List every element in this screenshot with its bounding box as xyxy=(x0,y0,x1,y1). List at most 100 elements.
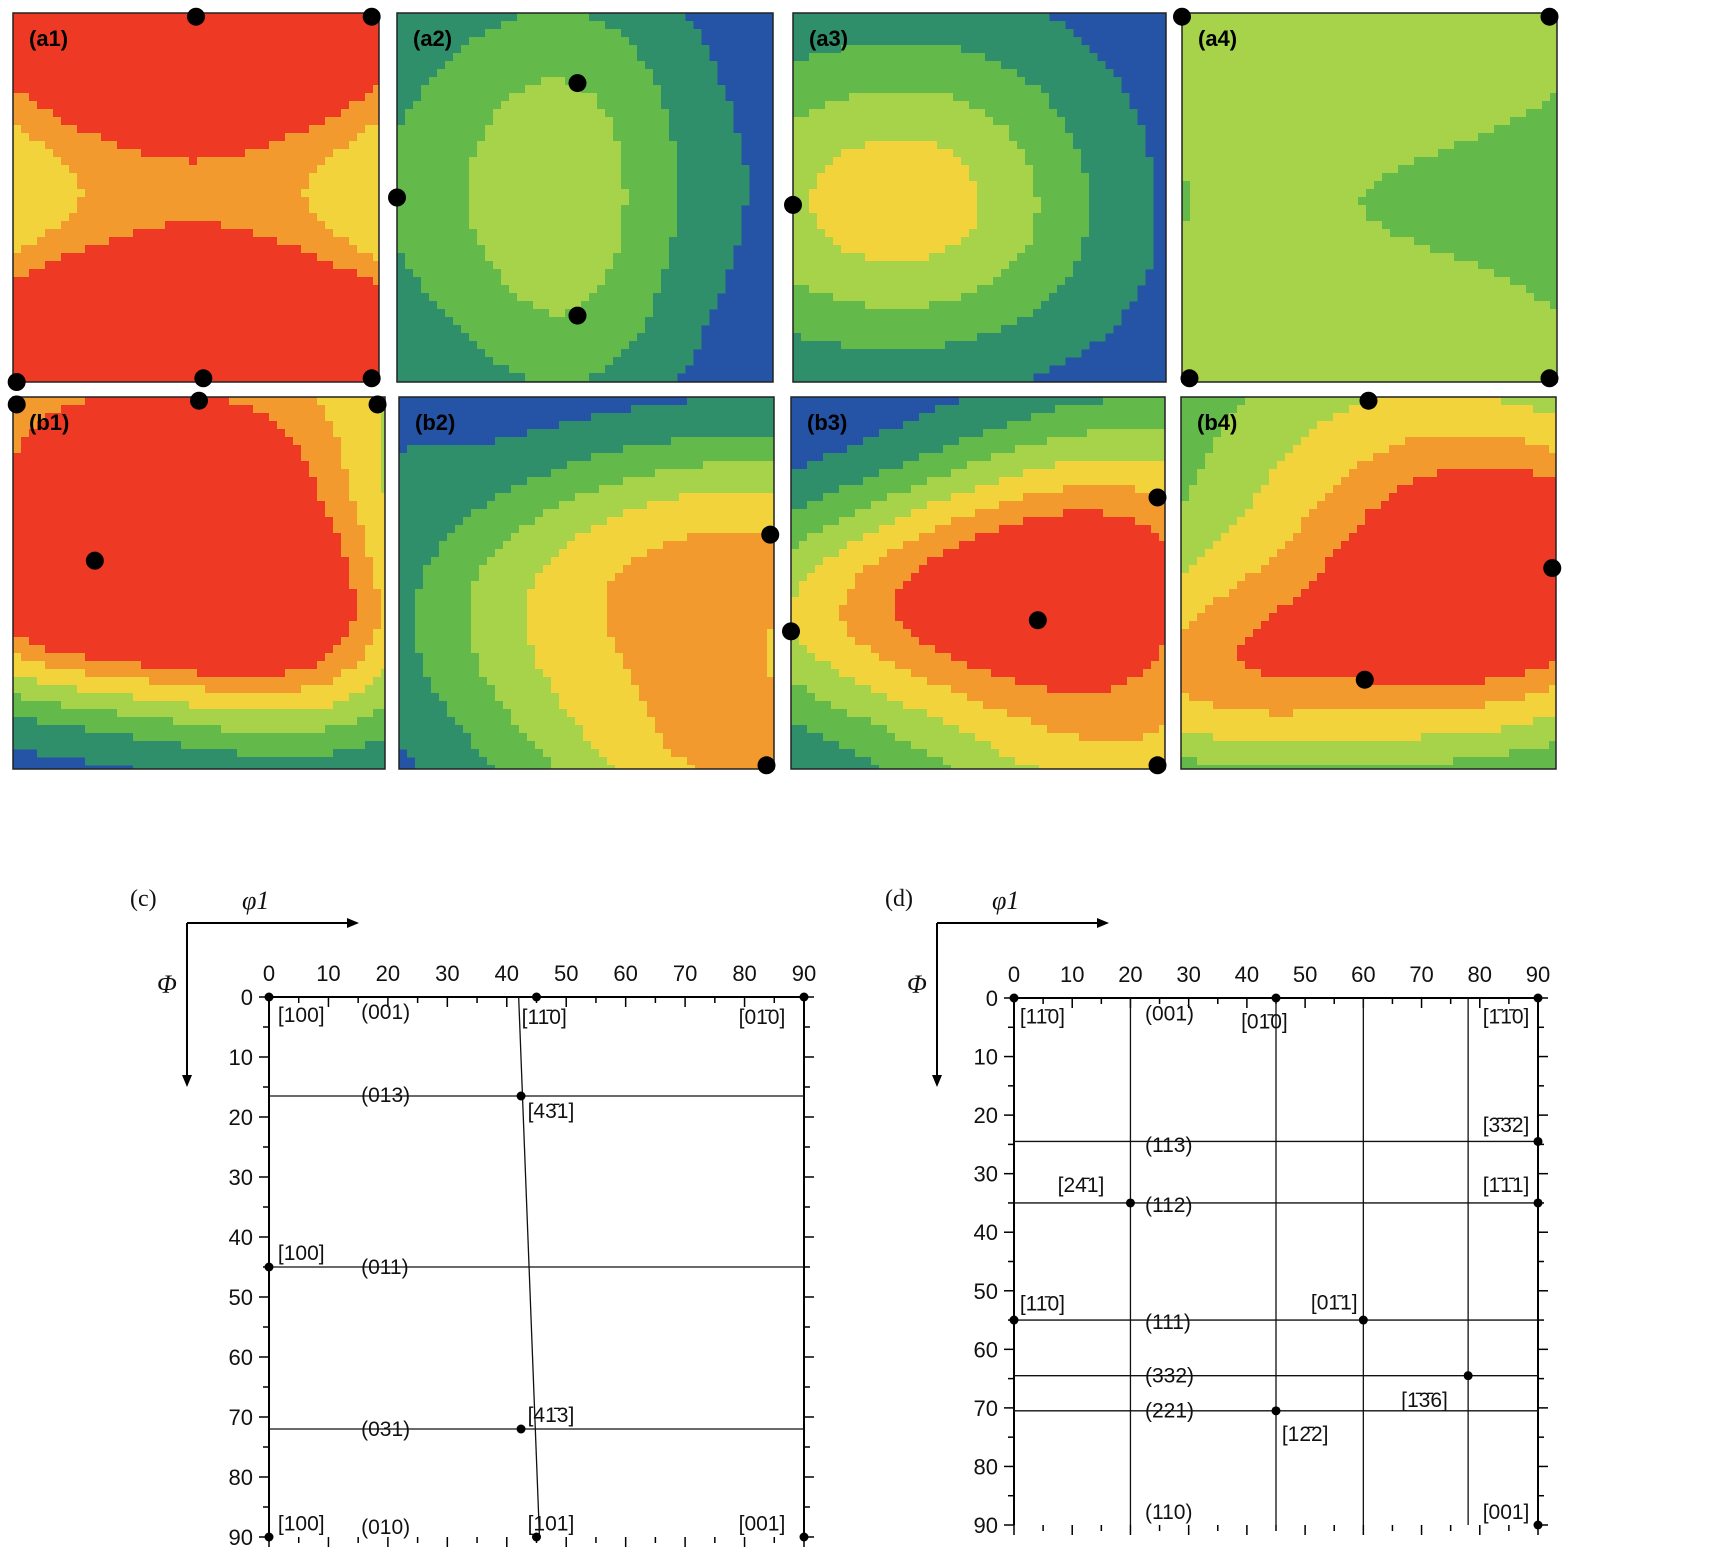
x-tick-label: 90 xyxy=(1526,962,1550,987)
orientation-label: [1̄3̄6] xyxy=(1401,1389,1448,1412)
phi-arrow-head xyxy=(182,1075,192,1087)
orientation-label: [01̄0] xyxy=(739,1006,786,1029)
x-tick-label: 40 xyxy=(1235,962,1259,987)
x-tick-label: 70 xyxy=(1409,962,1433,987)
orientation-label: (221) xyxy=(1145,1400,1194,1423)
ideal-orientation-dot xyxy=(1173,7,1191,26)
orientation-label: (110) xyxy=(1145,1501,1192,1524)
orientation-point xyxy=(532,992,541,1002)
odf-panel-label: (a4) xyxy=(1198,26,1237,51)
odf-map-contours xyxy=(793,13,1154,382)
orientation-point xyxy=(516,1091,526,1101)
ideal-orientation-dot xyxy=(7,373,26,391)
y-tick-label: 70 xyxy=(229,1405,253,1430)
x-tick-label: 10 xyxy=(316,961,340,986)
orientation-point xyxy=(1533,1198,1543,1208)
odf-panel-label: (b4) xyxy=(1197,410,1237,435)
orientation-point xyxy=(1271,993,1281,1003)
y-tick-label: 80 xyxy=(974,1454,998,1479)
orientation-label: [24̄1] xyxy=(1058,1174,1105,1197)
orientation-point xyxy=(1125,1198,1135,1208)
ideal-orientation-dot xyxy=(190,391,208,410)
y-tick-label: 50 xyxy=(974,1279,998,1304)
ideal-orientation-dot xyxy=(568,74,587,93)
y-axis-label: Φ xyxy=(157,970,177,999)
ideal-orientation-chart-d: (d) φ1 Φ 0 10 20 30 40 50 60 70 80 90 0 10 20 30 40 50 60 70… xyxy=(885,886,1550,1538)
odf-map-panel: (a4) xyxy=(1173,7,1559,388)
y-tick-label: 60 xyxy=(229,1345,253,1370)
y-tick-label: 10 xyxy=(229,1045,253,1070)
x-tick-label: 10 xyxy=(1060,962,1084,987)
orientation-label: [3̄3̄2] xyxy=(1483,1114,1530,1137)
odf-section-maps: (a1) (a2) (a3) (a4) (b1) (b2) (b3) (b4) xyxy=(7,7,1562,775)
y-tick-label: 60 xyxy=(974,1337,998,1362)
ideal-orientation-dot xyxy=(784,195,802,214)
x-axis-label: φ1 xyxy=(992,886,1019,915)
orientation-label: (113) xyxy=(1145,1134,1192,1157)
orientation-label: [1̄1̄0] xyxy=(1483,1006,1530,1029)
odf-map-contours xyxy=(13,13,379,382)
x-tick-label: 60 xyxy=(1351,962,1375,987)
orientation-label: [01̄1] xyxy=(1311,1291,1358,1314)
x-tick-label: 50 xyxy=(1293,962,1317,987)
orientation-label: [01̄0] xyxy=(1241,1010,1288,1033)
odf-map-contours xyxy=(13,397,385,769)
x-tick-label: 40 xyxy=(495,961,519,986)
x-tick-label: 20 xyxy=(1118,962,1142,987)
odf-panel-label: (b1) xyxy=(29,410,69,435)
y-axis-label: Φ xyxy=(907,970,927,999)
orientation-label: (013) xyxy=(361,1084,410,1107)
ideal-orientation-dot xyxy=(362,7,381,26)
ideal-orientation-dot xyxy=(388,188,406,207)
ideal-orientation-dot xyxy=(1180,369,1199,388)
ideal-orientation-dot xyxy=(85,551,104,570)
orientation-label: [1̄1̄1] xyxy=(1483,1174,1530,1197)
y-tick-label: 70 xyxy=(974,1396,998,1421)
orientation-point xyxy=(799,992,809,1002)
x-axis-label: φ1 xyxy=(242,886,269,915)
odf-panel-label: (b2) xyxy=(415,410,455,435)
y-tick-label: 10 xyxy=(974,1045,998,1070)
orientation-label: [100] xyxy=(278,1004,325,1027)
odf-map-panel: (b3) xyxy=(782,396,1167,775)
orientation-point xyxy=(799,1532,809,1542)
odf-map-panel: (a3) xyxy=(784,12,1167,383)
ideal-orientation-dot xyxy=(761,525,780,544)
odf-map-contours xyxy=(399,397,774,769)
y-tick-label: 20 xyxy=(974,1103,998,1128)
odf-map-panel: (b2) xyxy=(398,396,780,775)
orientation-label: [12̄2] xyxy=(1282,1423,1329,1446)
odf-map-frame xyxy=(1181,12,1558,383)
orientation-label: (332) xyxy=(1145,1365,1194,1388)
ideal-orientation-chart-c: (c) φ1 Φ 0 10 20 30 40 50 60 70 80 90 0 10 20 30 40 50 60 70… xyxy=(130,886,816,1550)
odf-panel-label: (a1) xyxy=(29,26,68,51)
ideal-orientation-dot xyxy=(1148,488,1167,507)
orientation-label: (010) xyxy=(361,1516,410,1539)
ideal-orientation-dot xyxy=(194,369,213,388)
orientation-point xyxy=(1271,1406,1281,1416)
odf-map-panel: (b4) xyxy=(1180,391,1562,770)
y-tick-label: 50 xyxy=(229,1285,253,1310)
orientation-label: (001) xyxy=(361,1001,410,1024)
orientation-label: [11̄0] xyxy=(522,1006,567,1029)
x-tick-label: 90 xyxy=(792,961,816,986)
orientation-label: (001) xyxy=(1145,1003,1194,1026)
phi-arrow-head xyxy=(932,1075,942,1087)
x-tick-label: 30 xyxy=(1176,962,1200,987)
orientation-label: [001] xyxy=(1483,1501,1530,1524)
odf-map-contours xyxy=(397,13,750,382)
panel-label: (d) xyxy=(885,886,913,912)
orientation-point xyxy=(264,992,274,1002)
orientation-label: [11̄0] xyxy=(1020,1292,1065,1315)
x-tick-label: 0 xyxy=(263,961,275,986)
y-tick-label: 90 xyxy=(229,1525,253,1550)
x-tick-label: 20 xyxy=(376,961,400,986)
orientation-point xyxy=(516,1424,526,1434)
orientation-point xyxy=(532,1532,541,1542)
y-tick-label: 30 xyxy=(974,1162,998,1187)
orientation-label: (112) xyxy=(1145,1194,1192,1217)
y-tick-label: 40 xyxy=(974,1220,998,1245)
x-tick-label: 30 xyxy=(435,961,459,986)
x-tick-label: 60 xyxy=(613,961,637,986)
orientation-point xyxy=(1463,1371,1473,1381)
